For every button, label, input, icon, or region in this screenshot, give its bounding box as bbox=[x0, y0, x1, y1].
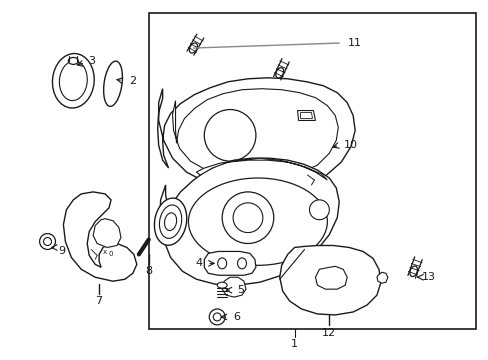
Text: 1: 1 bbox=[290, 339, 298, 349]
Ellipse shape bbox=[233, 203, 263, 233]
Ellipse shape bbox=[68, 58, 78, 64]
Ellipse shape bbox=[52, 54, 94, 108]
Ellipse shape bbox=[409, 266, 417, 276]
Ellipse shape bbox=[188, 178, 326, 265]
Ellipse shape bbox=[217, 282, 226, 288]
Polygon shape bbox=[160, 158, 339, 285]
Text: 10: 10 bbox=[344, 140, 357, 150]
Text: 13: 13 bbox=[421, 272, 435, 282]
Text: 4: 4 bbox=[195, 258, 203, 268]
Ellipse shape bbox=[275, 68, 283, 78]
Text: 11: 11 bbox=[347, 38, 362, 48]
Ellipse shape bbox=[164, 213, 176, 230]
Polygon shape bbox=[172, 89, 338, 178]
Ellipse shape bbox=[309, 200, 328, 220]
Polygon shape bbox=[63, 192, 137, 281]
Polygon shape bbox=[196, 158, 326, 180]
Ellipse shape bbox=[40, 234, 55, 249]
Ellipse shape bbox=[43, 238, 51, 246]
Text: 0: 0 bbox=[108, 251, 113, 257]
Polygon shape bbox=[376, 272, 387, 283]
Ellipse shape bbox=[154, 198, 186, 245]
Ellipse shape bbox=[59, 61, 87, 100]
Polygon shape bbox=[204, 251, 255, 275]
Ellipse shape bbox=[213, 313, 221, 321]
Text: 2: 2 bbox=[129, 76, 136, 86]
Polygon shape bbox=[93, 219, 121, 247]
Ellipse shape bbox=[237, 258, 246, 269]
Text: x: x bbox=[103, 249, 107, 256]
Text: 8: 8 bbox=[145, 266, 152, 276]
Text: 12: 12 bbox=[322, 328, 336, 338]
Polygon shape bbox=[297, 111, 315, 121]
Ellipse shape bbox=[159, 205, 182, 238]
Ellipse shape bbox=[204, 109, 255, 161]
Polygon shape bbox=[315, 266, 346, 289]
Polygon shape bbox=[279, 246, 380, 315]
Ellipse shape bbox=[222, 192, 273, 243]
Ellipse shape bbox=[209, 309, 224, 325]
Bar bbox=[148, 13, 475, 329]
Ellipse shape bbox=[217, 258, 226, 269]
Text: 7: 7 bbox=[95, 296, 102, 306]
Ellipse shape bbox=[189, 43, 197, 53]
Text: 5: 5 bbox=[237, 285, 244, 295]
Text: 9: 9 bbox=[58, 247, 65, 256]
Polygon shape bbox=[300, 113, 312, 118]
Text: 3: 3 bbox=[88, 56, 96, 66]
Polygon shape bbox=[222, 277, 245, 297]
Ellipse shape bbox=[103, 61, 122, 107]
Polygon shape bbox=[157, 78, 354, 190]
Text: 6: 6 bbox=[233, 312, 240, 322]
